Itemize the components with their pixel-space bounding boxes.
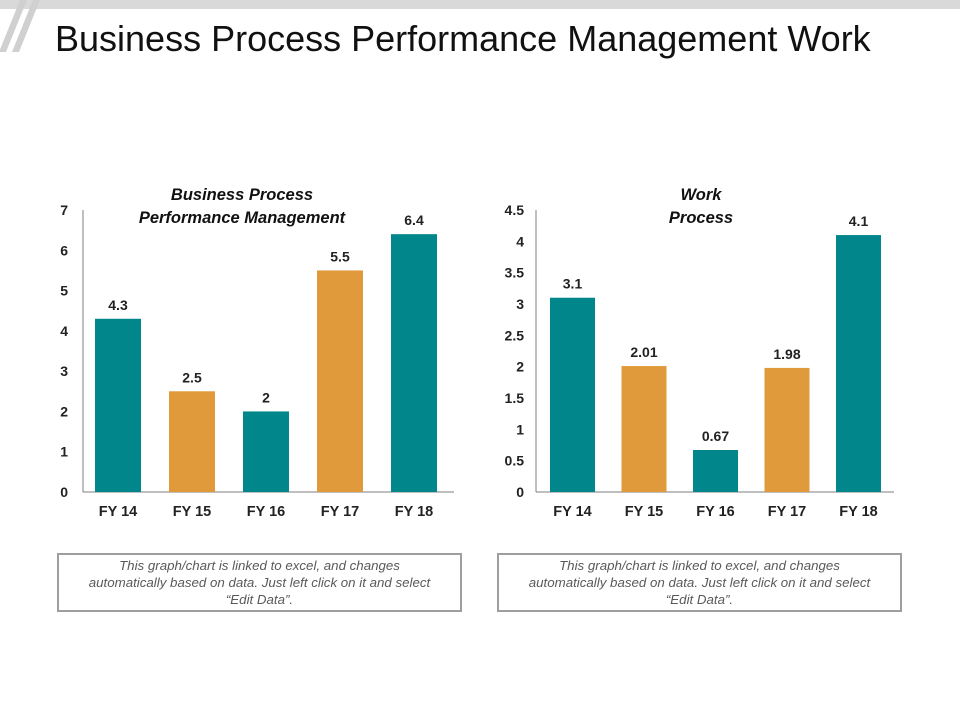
y-tick-label: 4.5 [505, 202, 525, 218]
data-label: 6.4 [404, 212, 424, 228]
bar[interactable] [391, 234, 437, 492]
bar[interactable] [693, 450, 738, 492]
y-tick-label: 3.5 [505, 265, 525, 281]
x-tick-label: FY 14 [553, 504, 591, 520]
chart-title-line: Work [681, 186, 723, 204]
chart-title-line: Process [669, 209, 733, 227]
data-label: 1.98 [773, 346, 800, 362]
chart-note-right: This graph/chart is linked to excel, and… [497, 553, 902, 612]
bar[interactable] [95, 318, 141, 492]
data-label: 4.1 [849, 213, 869, 229]
bar[interactable] [621, 366, 667, 492]
y-tick-label: 4 [60, 323, 68, 339]
y-tick-label: 1 [60, 444, 68, 460]
y-tick-label: 1 [516, 421, 524, 437]
bar[interactable] [243, 411, 289, 492]
bar[interactable] [764, 367, 810, 492]
y-tick-label: 7 [60, 202, 68, 218]
chart-title-line: Business Process [171, 186, 313, 204]
top-accent-bar [0, 0, 960, 9]
y-tick-label: 6 [60, 242, 68, 258]
x-tick-label: FY 17 [768, 504, 806, 520]
x-tick-label: FY 16 [247, 504, 285, 520]
y-tick-label: 0 [60, 484, 68, 500]
note-text: This graph/chart is linked to excel, and… [528, 558, 871, 607]
chart-business-process[interactable]: Business Process Performance Management 0 1… [0, 170, 480, 710]
y-tick-label: 0 [516, 484, 524, 500]
bar[interactable] [169, 391, 215, 492]
data-label: 3.1 [563, 276, 583, 292]
bar[interactable] [836, 235, 881, 493]
data-label: 2.5 [182, 369, 202, 385]
data-label: 2 [262, 389, 270, 405]
y-tick-label: 1.5 [505, 390, 525, 406]
chart-title-line: Performance Management [139, 209, 347, 227]
x-tick-label: FY 18 [839, 504, 877, 520]
y-tick-label: 2.5 [505, 327, 525, 343]
y-tick-label: 2 [516, 359, 524, 375]
bar[interactable] [550, 297, 595, 492]
data-label: 5.5 [330, 248, 350, 264]
y-tick-label: 5 [60, 283, 68, 299]
x-tick-label: FY 15 [173, 504, 211, 520]
x-tick-label: FY 16 [696, 504, 734, 520]
y-tick-label: 2 [60, 403, 68, 419]
data-label: 0.67 [702, 428, 729, 444]
note-text: This graph/chart is linked to excel, and… [88, 558, 431, 607]
x-tick-label: FY 18 [395, 504, 433, 520]
x-tick-label: FY 14 [99, 504, 137, 520]
page-title: Business Process Performance Management … [55, 18, 871, 59]
y-tick-label: 3 [60, 363, 68, 379]
y-tick-label: 3 [516, 296, 524, 312]
x-tick-label: FY 17 [321, 504, 359, 520]
data-label: 2.01 [630, 344, 657, 360]
data-label: 4.3 [108, 297, 128, 313]
bar[interactable] [317, 270, 363, 492]
y-tick-label: 0.5 [505, 453, 525, 469]
x-tick-label: FY 15 [625, 504, 663, 520]
chart-note-left: This graph/chart is linked to excel, and… [57, 553, 462, 612]
chart-work-process[interactable]: Work Process 0 0.5 1 1.5 2 2.5 3 3.5 4 4.5 3.1 FY 14 2… [480, 170, 960, 710]
y-tick-label: 4 [516, 233, 524, 249]
